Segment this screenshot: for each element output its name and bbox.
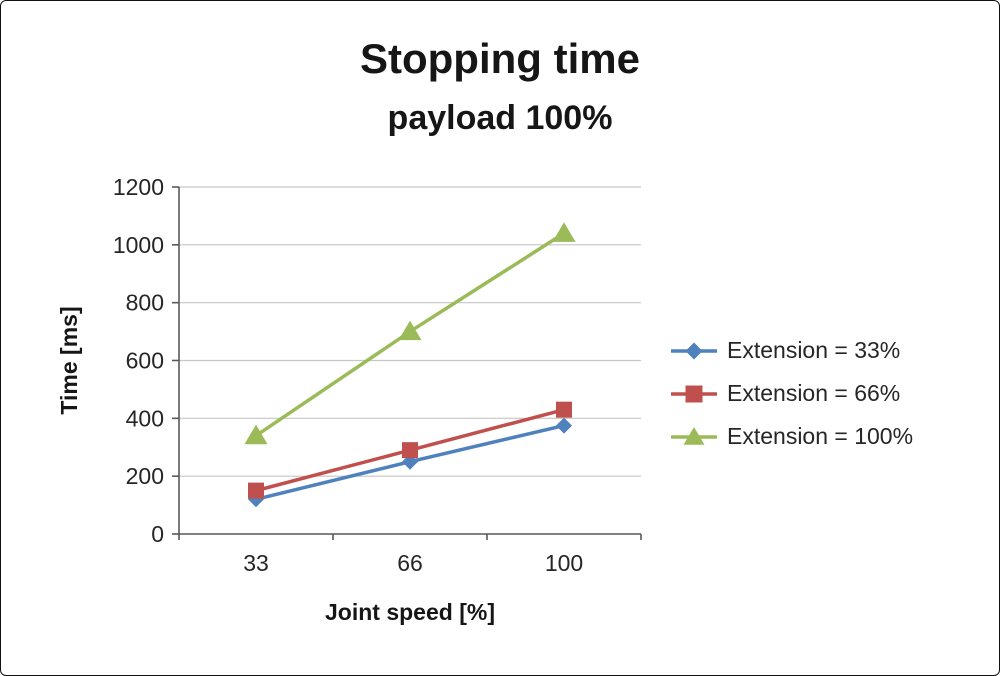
marker-square <box>248 482 264 499</box>
marker-triangle <box>398 320 422 341</box>
legend-label: Extension = 100% <box>727 423 914 449</box>
y-tick-label: 0 <box>151 521 164 547</box>
y-axis-title: Time [ms] <box>56 306 82 414</box>
legend-item-extension-66: Extension = 66% <box>669 380 989 407</box>
marker-triangle <box>552 222 576 242</box>
legend-item-extension-100: Extension = 100% <box>669 423 989 450</box>
marker-triangle <box>244 424 268 445</box>
marker-triangle <box>683 426 705 445</box>
x-axis-title: Joint speed [%] <box>325 599 495 625</box>
chart-subtitle: payload 100% <box>387 99 613 137</box>
y-tick-label: 1000 <box>113 232 164 258</box>
marker-diamond <box>556 417 572 434</box>
x-tick-label: 33 <box>243 550 269 576</box>
y-tick-label: 800 <box>126 290 164 316</box>
legend: Extension = 33% Extension = 66% Extensio… <box>669 337 989 450</box>
legend-item-extension-33: Extension = 33% <box>669 337 989 364</box>
marker-square <box>556 401 572 418</box>
y-tick-label: 400 <box>126 405 164 431</box>
legend-marker-triangle-icon <box>671 426 717 445</box>
legend-label: Extension = 66% <box>727 380 901 406</box>
marker-square <box>685 385 703 402</box>
legend-label: Extension = 33% <box>727 337 901 363</box>
legend-marker-square-icon <box>671 385 717 402</box>
y-tick-label: 600 <box>126 348 164 374</box>
x-tick-label: 66 <box>397 550 423 576</box>
legend-marker-diamond-icon <box>671 342 717 359</box>
y-tick-label: 1200 <box>113 174 164 200</box>
marker-square <box>402 442 418 459</box>
y-tick-label: 200 <box>126 463 164 489</box>
chart-title: Stopping time <box>360 35 640 82</box>
x-tick-label: 100 <box>545 550 583 576</box>
marker-diamond <box>685 342 703 359</box>
